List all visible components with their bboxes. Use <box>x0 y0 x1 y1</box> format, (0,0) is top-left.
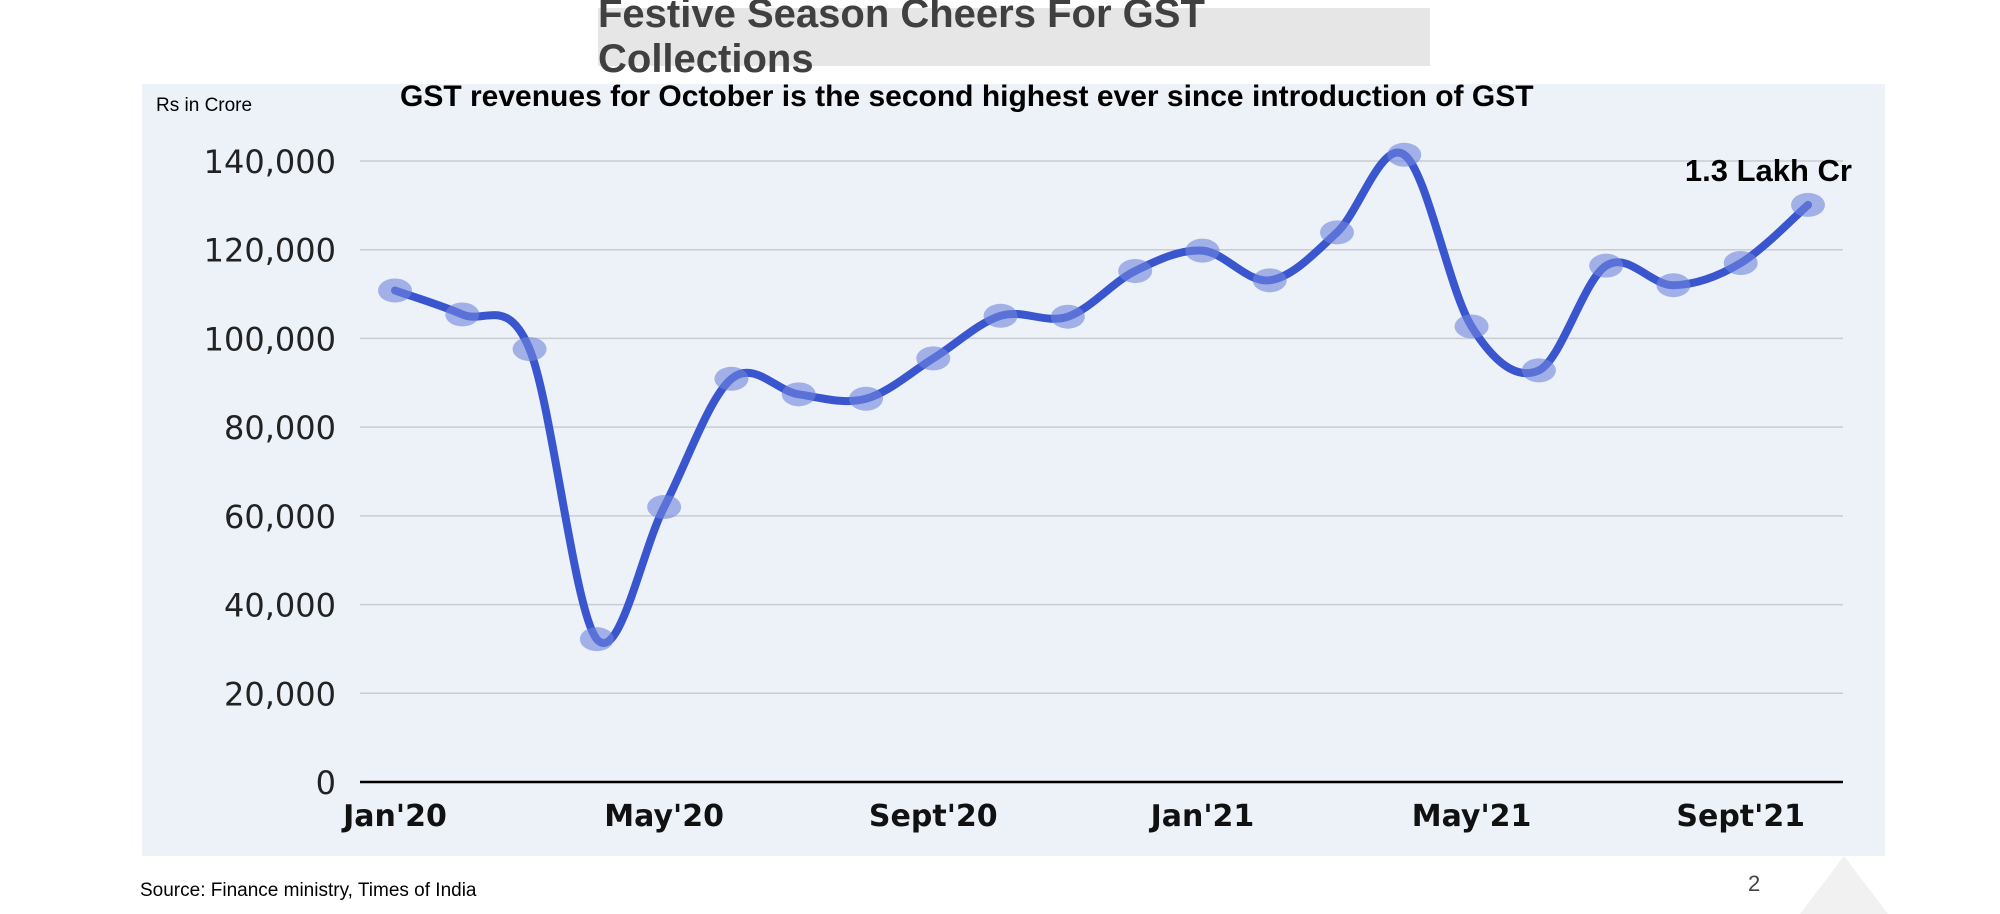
data-point <box>1723 251 1758 276</box>
data-point <box>579 627 614 652</box>
y-tick-label: 80,000 <box>224 409 336 447</box>
y-tick-label: 60,000 <box>224 498 336 536</box>
data-point <box>1252 268 1287 293</box>
data-point <box>983 303 1018 328</box>
source-note: Source: Finance ministry, Times of India <box>140 880 477 901</box>
data-point <box>1521 358 1556 383</box>
y-tick-label: 20,000 <box>224 675 336 713</box>
page-number: 2 <box>1748 871 1761 896</box>
data-point <box>1387 142 1422 167</box>
corner-decoration <box>1800 856 1888 914</box>
series-line <box>391 148 1812 647</box>
data-point <box>378 278 412 303</box>
x-tick-label: May'20 <box>604 799 724 834</box>
data-point <box>1050 304 1085 329</box>
chart-subtitle: GST revenues for October is the second h… <box>400 80 1534 113</box>
data-point <box>1589 253 1624 278</box>
data-point <box>916 346 951 371</box>
data-point <box>1454 314 1489 339</box>
data-point <box>781 382 816 407</box>
x-tick-label: Sept'21 <box>1676 799 1805 834</box>
unit-label: Rs in Crore <box>156 95 253 116</box>
x-tick-label: Sept'20 <box>869 799 998 834</box>
annotation-label: 1.3 Lakh Cr <box>1685 153 1852 188</box>
x-tick-label: May'21 <box>1412 799 1532 834</box>
data-point <box>714 366 749 391</box>
y-tick-label: 140,000 <box>204 143 336 181</box>
data-point <box>849 386 883 411</box>
data-point <box>1320 220 1354 245</box>
data-point <box>445 302 480 327</box>
y-tick-label: 100,000 <box>204 320 336 358</box>
data-point <box>1118 259 1153 284</box>
data-point <box>512 337 547 362</box>
data-point <box>647 494 682 519</box>
y-tick-label: 0 <box>316 764 336 802</box>
data-point <box>1656 273 1691 298</box>
x-tick-label: Jan'20 <box>341 799 447 834</box>
y-tick-label: 40,000 <box>224 587 336 625</box>
data-point <box>1185 238 1220 263</box>
y-tick-label: 120,000 <box>204 232 336 270</box>
chart-panel <box>142 84 1885 856</box>
x-tick-label: Jan'21 <box>1149 799 1255 834</box>
data-point <box>1791 192 1825 217</box>
